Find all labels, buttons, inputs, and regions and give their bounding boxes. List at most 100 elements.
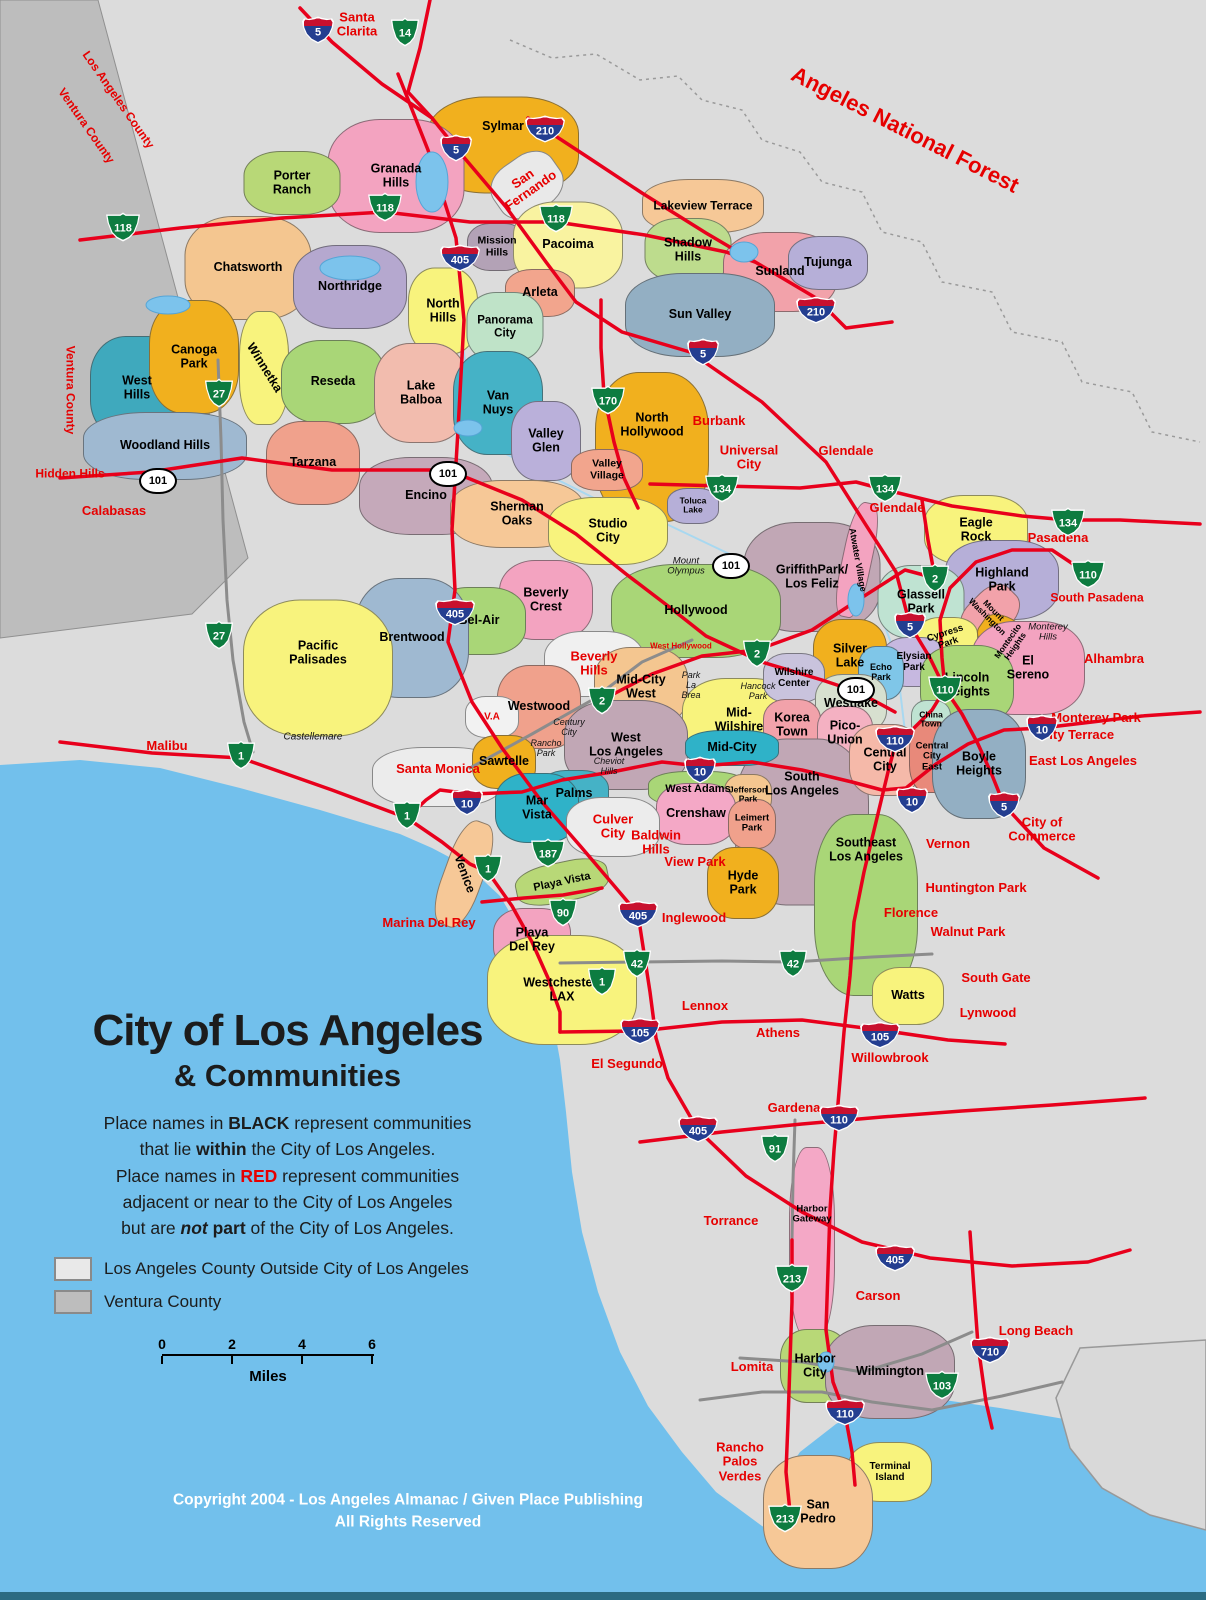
highway-shield-101: 101 xyxy=(139,468,177,494)
highway-shield-42: 42 xyxy=(622,948,652,978)
scale-bar: 0 2 4 6 Miles xyxy=(158,1336,376,1385)
legend-item: Ventura County xyxy=(54,1290,545,1315)
highway-shield-105: 105 xyxy=(860,1021,900,1049)
description-line: that lie within the City of Los Angeles. xyxy=(139,1139,436,1160)
bottom-edge-strip xyxy=(0,1592,1206,1600)
scale-tick-mark xyxy=(231,1356,233,1364)
scale-tick-mark xyxy=(301,1356,303,1364)
highway-shield-10: 10 xyxy=(451,788,483,816)
scale-ticks: 0 2 4 6 xyxy=(158,1336,376,1354)
region-patch xyxy=(281,340,385,424)
scale-unit-label: Miles xyxy=(249,1368,287,1385)
highway-shield-710: 710 xyxy=(970,1336,1010,1364)
legend-item: Los Angeles County Outside City of Los A… xyxy=(54,1257,545,1282)
region-patch xyxy=(667,488,719,524)
scale-tick-number: 2 xyxy=(228,1336,236,1352)
highway-shield-110: 110 xyxy=(819,1104,859,1132)
forest-boundary-dashed xyxy=(509,39,1201,443)
highway-shield-118: 118 xyxy=(539,203,573,233)
highway-shield-1: 1 xyxy=(392,800,422,830)
highway-shield-5: 5 xyxy=(894,611,926,639)
scale-tick-mark xyxy=(371,1356,373,1364)
highway-shield-101: 101 xyxy=(712,553,750,579)
copyright-line2: All Rights Reserved xyxy=(334,1514,482,1531)
region-patch xyxy=(814,814,918,996)
region-patch xyxy=(872,967,944,1025)
legend-swatch xyxy=(54,1290,92,1315)
highway-shield-118: 118 xyxy=(368,192,402,222)
highway-shield-10: 10 xyxy=(1026,714,1058,742)
highway-shield-90: 90 xyxy=(548,897,578,927)
long-beach-land xyxy=(1055,1339,1206,1531)
scale-tick-mark xyxy=(161,1356,163,1364)
highway-shield-213: 213 xyxy=(768,1503,802,1533)
highway-shield-213: 213 xyxy=(775,1263,809,1293)
legend-label: Los Angeles County Outside City of Los A… xyxy=(104,1259,469,1279)
region-patch xyxy=(243,151,341,215)
highway-shield-210: 210 xyxy=(525,115,565,143)
title-panel: City of Los Angeles & Communities Place … xyxy=(30,1006,545,1315)
copyright-notice: Copyright 2004 - Los Angeles Almanac / G… xyxy=(88,1490,728,1535)
map-title: City of Los Angeles xyxy=(92,1006,483,1055)
highway-shield-27: 27 xyxy=(204,378,234,408)
highway-shield-134: 134 xyxy=(1051,507,1085,537)
highway-shield-5: 5 xyxy=(440,134,472,162)
highway-shield-405: 405 xyxy=(618,900,658,928)
legend: Los Angeles County Outside City of Los A… xyxy=(30,1257,545,1315)
highway-shield-1: 1 xyxy=(473,853,503,883)
ocean xyxy=(0,760,1010,1600)
description-line: but are not part of the City of Los Ange… xyxy=(121,1218,454,1238)
region-patch xyxy=(788,236,868,290)
highway-shield-5: 5 xyxy=(988,791,1020,819)
highway-shield-105: 105 xyxy=(620,1017,660,1045)
highway-shield-27: 27 xyxy=(204,620,234,650)
highway-shield-103: 103 xyxy=(925,1370,959,1400)
highway-shield-101: 101 xyxy=(429,461,467,487)
region-patch xyxy=(466,292,544,362)
map-subtitle: & Communities xyxy=(173,1058,402,1093)
scale-tick-number: 0 xyxy=(158,1336,166,1352)
highway-shield-91: 91 xyxy=(760,1133,790,1163)
highway-shield-170: 170 xyxy=(591,385,625,415)
region-patch xyxy=(656,783,736,845)
region-patch xyxy=(571,449,643,491)
legend-swatch xyxy=(54,1257,92,1282)
highway-shield-2: 2 xyxy=(587,685,617,715)
highway-shield-110: 110 xyxy=(825,1398,865,1426)
highway-shield-187: 187 xyxy=(531,838,565,868)
highway-shield-110: 110 xyxy=(1071,559,1105,589)
highway-shield-1: 1 xyxy=(587,966,617,996)
scale-tick-number: 4 xyxy=(298,1336,306,1352)
scale-tick-number: 6 xyxy=(368,1336,376,1352)
highway-shield-110: 110 xyxy=(875,725,915,753)
highway-shield-405: 405 xyxy=(440,244,480,272)
highway-shield-5: 5 xyxy=(302,16,334,44)
description-line: Place names in RED represent communities xyxy=(115,1165,460,1186)
region-patch xyxy=(239,311,289,425)
highway-shield-10: 10 xyxy=(896,786,928,814)
region-patch xyxy=(487,935,637,1045)
highway-shield-134: 134 xyxy=(868,473,902,503)
highway-shield-2: 2 xyxy=(920,563,950,593)
region-patch xyxy=(243,599,393,737)
highway-shield-5: 5 xyxy=(687,338,719,366)
highway-shield-14: 14 xyxy=(390,17,420,47)
highway-shield-405: 405 xyxy=(435,598,475,626)
legend-label: Ventura County xyxy=(104,1292,222,1312)
highway-shield-405: 405 xyxy=(678,1115,718,1143)
description-line: Place names in BLACK represent communiti… xyxy=(103,1113,472,1133)
map-description: Place names in BLACK represent communiti… xyxy=(30,1110,545,1241)
region-patch xyxy=(707,847,779,919)
region-patch xyxy=(728,799,776,849)
highway-shield-42: 42 xyxy=(778,948,808,978)
highway-shield-101: 101 xyxy=(837,677,875,703)
description-line: adjacent or near to the City of Los Ange… xyxy=(122,1191,453,1212)
scale-rule xyxy=(161,1354,374,1364)
highway-shield-134: 134 xyxy=(705,473,739,503)
copyright-line1: Copyright 2004 - Los Angeles Almanac / G… xyxy=(172,1491,643,1509)
highway-shield-118: 118 xyxy=(106,212,140,242)
highway-shield-210: 210 xyxy=(796,296,836,324)
